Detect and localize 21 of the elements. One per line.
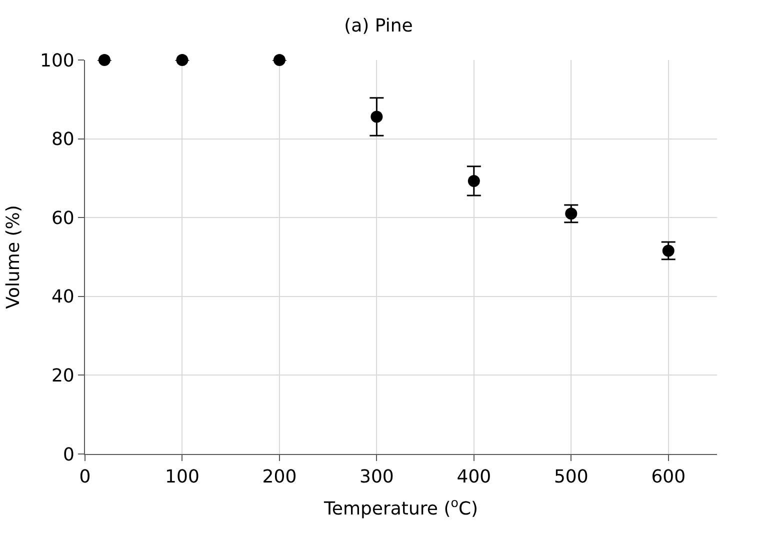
y-tick-label: 0 bbox=[62, 444, 74, 466]
y-tick-label: 100 bbox=[40, 50, 74, 72]
x-tick-label: 100 bbox=[165, 466, 200, 488]
y-axis-title: Volume (%) bbox=[3, 205, 24, 309]
point bbox=[468, 174, 480, 187]
y-tick-label: 20 bbox=[51, 366, 74, 386]
y-tick-label: 80 bbox=[51, 129, 74, 150]
x-tick-label: 0 bbox=[79, 466, 91, 488]
point bbox=[370, 110, 383, 123]
x-tick-label: 400 bbox=[456, 466, 492, 488]
chart-title: (a) Pine bbox=[344, 15, 413, 36]
y-tick-label: 40 bbox=[51, 286, 74, 308]
point bbox=[273, 54, 286, 66]
point bbox=[98, 54, 110, 66]
point bbox=[176, 54, 188, 66]
x-tick-label: 200 bbox=[262, 466, 297, 488]
x-tick-label: 600 bbox=[651, 466, 686, 488]
y-tick-label: 60 bbox=[51, 208, 74, 229]
x-axis-title: Temperature ($^{o}$C) bbox=[322, 495, 478, 520]
x-tick-label: 300 bbox=[360, 466, 394, 488]
x-tick-label: 500 bbox=[554, 466, 588, 488]
